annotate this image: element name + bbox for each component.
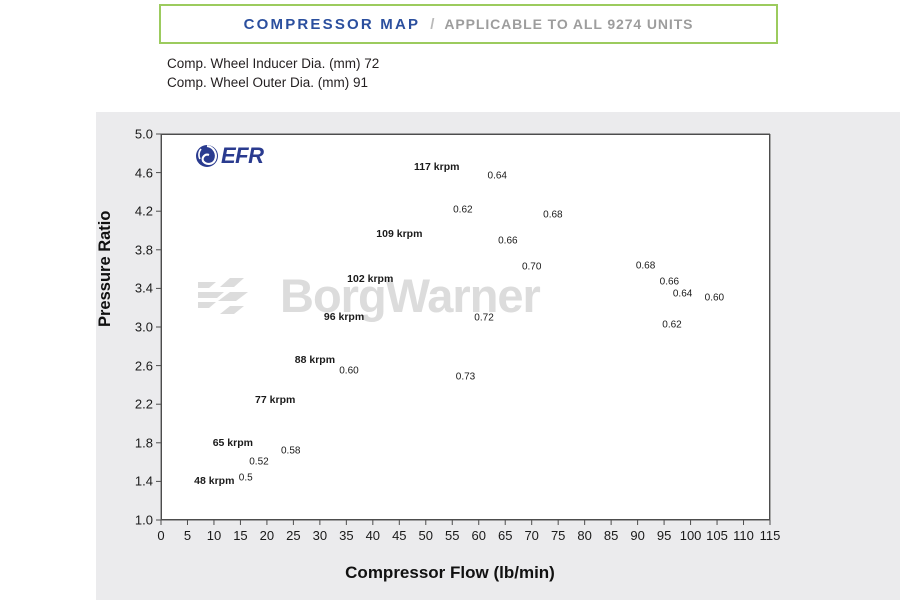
x-axis-tick-label: 55	[445, 528, 460, 543]
efr-logo-text: EFR	[221, 143, 264, 168]
y-axis-tick-label: 1.0	[134, 512, 153, 528]
left-white-band	[0, 0, 96, 600]
speed-line-label: 77 krpm	[255, 394, 296, 407]
speed-line-label: 88 krpm	[294, 353, 336, 366]
y-axis-tick-label: 3.0	[134, 319, 153, 335]
x-axis-tick-label: 75	[550, 528, 566, 543]
efficiency-label: 0.66	[498, 235, 518, 247]
x-axis-tick-label: 10	[206, 528, 222, 543]
efficiency-label: 0.66	[659, 276, 680, 288]
y-axis-tick-label: 4.2	[134, 203, 153, 219]
efficiency-label: 0.68	[543, 209, 563, 221]
speed-line-label: 102 krpm	[347, 272, 394, 285]
header-subtitle: APPLICABLE TO ALL 9274 UNITS	[444, 16, 694, 32]
x-axis-tick-label: 5	[183, 528, 192, 543]
x-axis-tick-label: 110	[733, 528, 754, 543]
speed-line-label: 117 krpm	[413, 160, 460, 173]
speed-line-label: 48 krpm	[194, 475, 235, 488]
x-axis-tick-label: 115	[759, 528, 781, 543]
speed-line-label: 109 krpm	[376, 228, 423, 241]
efr-spiral-icon	[196, 144, 218, 167]
header-separator: /	[430, 15, 435, 33]
x-axis-tick-label: 0	[157, 528, 165, 543]
efficiency-label: 0.72	[474, 312, 494, 324]
x-axis-tick-label: 45	[392, 528, 407, 543]
x-axis-tick-label: 25	[286, 528, 301, 543]
spec-list: Comp. Wheel Inducer Dia. (mm) 72 Comp. W…	[167, 54, 379, 92]
y-axis-tick-label: 3.4	[134, 280, 153, 296]
y-axis-tick-label: 3.8	[134, 242, 153, 258]
x-axis-tick-label: 70	[524, 528, 539, 543]
x-axis-tick-label: 105	[706, 528, 728, 543]
x-axis-tick-label: 35	[339, 528, 354, 543]
x-axis-tick-label: 60	[471, 528, 486, 543]
efficiency-label: 0.73	[455, 371, 476, 383]
x-axis-tick-label: 40	[365, 528, 381, 543]
y-axis-tick-label: 2.6	[134, 358, 153, 374]
efficiency-label: 0.64	[672, 288, 693, 300]
x-axis-tick-label: 30	[312, 528, 328, 543]
page-title: COMPRESSOR MAP	[243, 15, 421, 33]
speed-line-label: 96 krpm	[323, 311, 365, 324]
spec-inducer-dia: Comp. Wheel Inducer Dia. (mm) 72	[167, 56, 380, 71]
efficiency-label: 0.68	[635, 260, 656, 272]
efficiency-label: 0.70	[521, 261, 542, 273]
efficiency-label: 0.52	[249, 456, 269, 468]
efficiency-label: 0.62	[453, 204, 473, 216]
spec-outer-dia: Comp. Wheel Outer Dia. (mm) 91	[167, 75, 369, 90]
x-axis-tick-label: 65	[497, 528, 513, 543]
x-axis-tick-label: 50	[418, 528, 434, 543]
x-axis-tick-label: 90	[630, 528, 645, 543]
y-axis-tick-label: 4.6	[134, 165, 153, 181]
x-axis-tick-label: 20	[259, 528, 275, 543]
speed-line-label: 65 krpm	[212, 436, 253, 449]
x-axis-tick-label: 100	[679, 528, 702, 543]
y-axis-tick-label: 5.0	[134, 126, 153, 142]
header-banner: COMPRESSOR MAP / APPLICABLE TO ALL 9274 …	[159, 4, 778, 44]
efficiency-label: 0.58	[281, 445, 301, 457]
x-axis-tick-label: 80	[577, 528, 592, 543]
y-axis-tick-label: 2.2	[134, 396, 153, 412]
efficiency-label: 0.5	[238, 472, 253, 484]
x-axis-title: Compressor Flow (lb/min)	[345, 563, 555, 582]
efficiency-label: 0.64	[487, 170, 507, 182]
y-axis-tick-label: 1.8	[134, 435, 153, 451]
efficiency-label: 0.60	[704, 292, 725, 304]
x-axis-tick-label: 85	[603, 528, 619, 543]
x-axis-tick-label: 95	[656, 528, 672, 543]
y-axis-tick-label: 1.4	[134, 473, 153, 489]
efficiency-label: 0.62	[662, 319, 682, 331]
efficiency-label: 0.60	[339, 365, 359, 377]
x-axis-tick-label: 15	[233, 528, 248, 543]
efr-logo: EFR	[195, 143, 264, 169]
